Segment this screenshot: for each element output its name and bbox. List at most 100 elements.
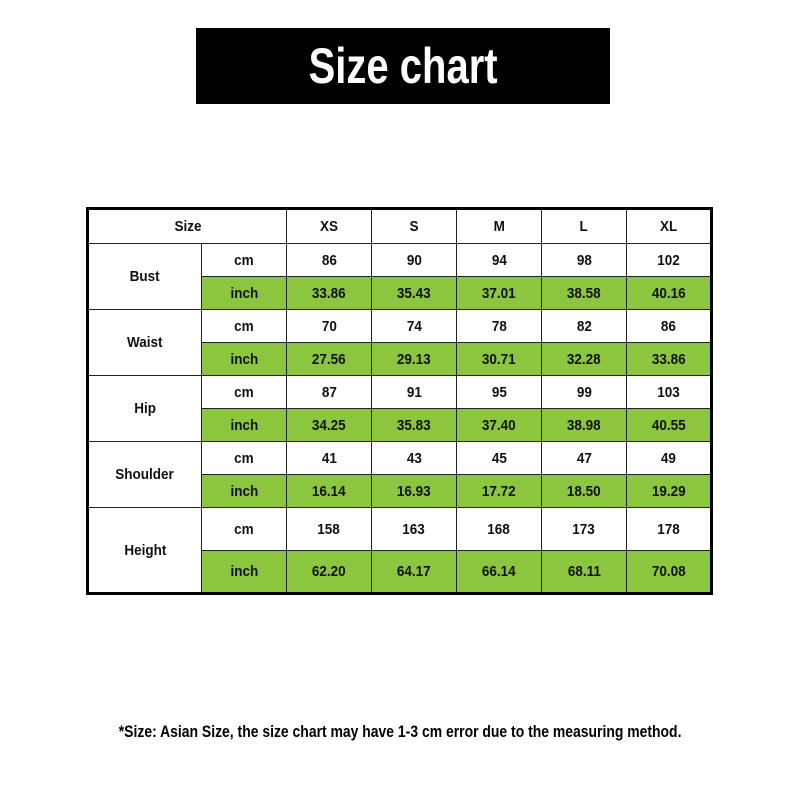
unit-label-inch-text: inch	[230, 416, 258, 434]
value-cell-inch-text: 33.86	[312, 284, 346, 302]
value-cell-inch: 38.58	[540, 276, 627, 310]
value-cell-cm: 87	[286, 375, 372, 409]
value-cell-cm-text: 43	[406, 449, 422, 467]
value-cell-inch-text: 64.17	[397, 563, 431, 580]
header-size-m-text: M	[493, 218, 505, 235]
value-cell-cm: 82	[540, 309, 627, 343]
value-cell-inch-text: 66.14	[482, 563, 516, 580]
value-cell-cm-text: 74	[406, 317, 422, 335]
value-cell-cm: 86	[625, 309, 713, 343]
value-cell-inch: 34.25	[286, 408, 372, 442]
unit-label-cm-text: cm	[234, 520, 254, 538]
header-size-s: S	[371, 208, 457, 244]
unit-label-cm-text: cm	[234, 317, 254, 335]
value-cell-inch-text: 38.58	[567, 284, 601, 302]
header-size-s-text: S	[409, 218, 419, 235]
unit-label-inch: inch	[200, 408, 288, 442]
value-cell-inch-text: 30.71	[482, 350, 516, 368]
value-cell-cm: 102	[625, 243, 713, 277]
measurement-label-text: Hip	[134, 400, 156, 417]
value-cell-cm-text: 78	[491, 317, 507, 335]
value-cell-cm: 94	[455, 243, 542, 277]
value-cell-inch: 17.72	[455, 474, 542, 508]
value-cell-inch-text: 16.14	[312, 482, 346, 500]
unit-label-inch: inch	[200, 474, 288, 508]
value-cell-cm-text: 49	[660, 449, 676, 467]
value-cell-cm: 49	[625, 441, 713, 475]
unit-label-cm-text: cm	[234, 251, 254, 269]
table-row-waist-inch: inch 27.56 29.13 30.71 32.28 33.86	[88, 342, 713, 376]
value-cell-cm: 95	[455, 375, 542, 409]
table-row-hip-inch: inch 34.25 35.83 37.40 38.98 40.55	[88, 408, 713, 442]
value-cell-inch: 40.16	[625, 276, 713, 310]
value-cell-inch-text: 32.28	[567, 350, 601, 368]
value-cell-cm-text: 90	[406, 251, 422, 269]
value-cell-inch-text: 68.11	[567, 563, 601, 580]
value-cell-cm-text: 47	[576, 449, 592, 467]
value-cell-inch-text: 35.43	[397, 284, 431, 302]
value-cell-inch: 62.20	[286, 550, 372, 594]
footnote: *Size: Asian Size, the size chart may ha…	[0, 722, 800, 742]
value-cell-inch: 64.17	[371, 550, 457, 594]
value-cell-inch: 38.98	[540, 408, 627, 442]
value-cell-inch-text: 33.86	[651, 350, 686, 368]
unit-label-inch-text: inch	[230, 350, 258, 368]
value-cell-inch-text: 19.29	[651, 482, 686, 500]
value-cell-cm-text: 91	[406, 383, 422, 401]
header-size-xl-text: XL	[659, 218, 678, 235]
value-cell-inch: 40.55	[625, 408, 713, 442]
header-size-xl: XL	[625, 208, 713, 244]
value-cell-cm: 43	[371, 441, 457, 475]
measurement-label: Height	[87, 507, 202, 594]
unit-label-cm: cm	[200, 507, 288, 551]
value-cell-inch: 68.11	[540, 550, 627, 594]
value-cell-inch-text: 40.16	[651, 284, 686, 302]
table-row-hip-cm: Hip cm 87 91 95 99 103	[87, 375, 713, 442]
value-cell-cm: 86	[286, 243, 372, 277]
table-row-shoulder-inch: inch 16.14 16.93 17.72 18.50 19.29	[88, 474, 713, 508]
unit-label-cm: cm	[200, 375, 288, 409]
value-cell-inch: 18.50	[540, 474, 627, 508]
unit-label-cm: cm	[200, 243, 288, 277]
value-cell-cm: 163	[371, 507, 457, 551]
footnote-text: *Size: Asian Size, the size chart may ha…	[118, 722, 682, 741]
value-cell-inch: 16.93	[371, 474, 457, 508]
measurement-label-text: Bust	[129, 268, 161, 285]
header-size-xs: XS	[286, 208, 372, 244]
value-cell-inch: 16.14	[286, 474, 372, 508]
measurement-label: Waist	[87, 309, 202, 376]
value-cell-cm-text: 95	[491, 383, 507, 401]
value-cell-inch-text: 17.72	[482, 482, 516, 500]
value-cell-inch-text: 27.56	[312, 350, 346, 368]
value-cell-cm-text: 98	[576, 251, 592, 269]
value-cell-cm: 74	[371, 309, 457, 343]
value-cell-inch: 37.01	[455, 276, 542, 310]
table-row-waist-cm: Waist cm 70 74 78 82 86	[87, 309, 713, 376]
measurement-label: Bust	[87, 243, 202, 310]
unit-label-inch-text: inch	[230, 563, 258, 580]
value-cell-cm: 98	[540, 243, 627, 277]
value-cell-inch: 29.13	[371, 342, 457, 376]
table-row-bust-inch: inch 33.86 35.43 37.01 38.58 40.16	[88, 276, 713, 310]
value-cell-cm-text: 99	[576, 383, 592, 401]
header-size-l-text: L	[579, 218, 589, 235]
value-cell-inch-text: 35.83	[397, 416, 431, 434]
table-row-bust-cm: Bust cm 86 90 94 98 102	[87, 243, 713, 310]
value-cell-cm-text: 86	[660, 317, 676, 335]
header-size-xs-text: XS	[320, 218, 339, 235]
value-cell-inch-text: 34.25	[312, 416, 346, 434]
value-cell-cm: 91	[371, 375, 457, 409]
value-cell-cm-text: 87	[321, 383, 337, 401]
value-cell-inch-text: 62.20	[312, 563, 346, 580]
unit-label-cm: cm	[200, 441, 288, 475]
value-cell-inch: 32.28	[540, 342, 627, 376]
header-size-label: Size	[86, 208, 288, 244]
measurement-label-text: Waist	[127, 334, 163, 351]
value-cell-inch-text: 70.08	[651, 563, 686, 580]
value-cell-inch: 37.40	[455, 408, 542, 442]
value-cell-cm-text: 173	[572, 520, 596, 538]
value-cell-inch: 70.08	[625, 550, 713, 594]
value-cell-cm-text: 168	[487, 520, 511, 538]
value-cell-cm-text: 94	[491, 251, 507, 269]
value-cell-cm-text: 45	[491, 449, 507, 467]
